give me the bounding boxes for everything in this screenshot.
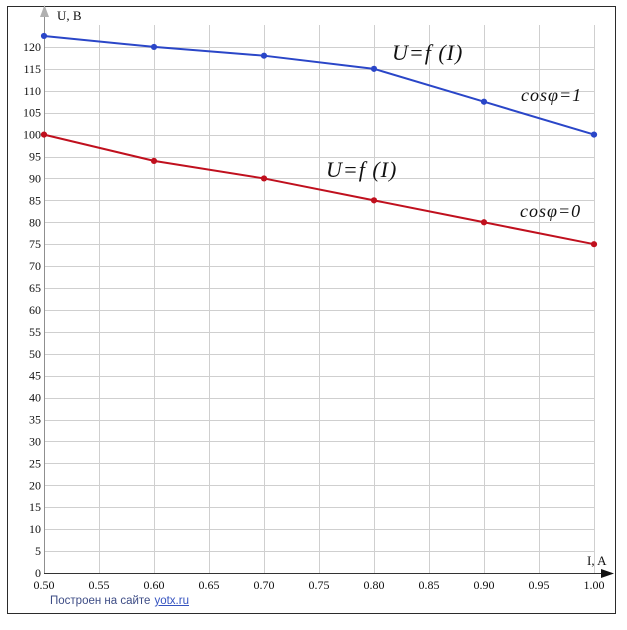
- data-point: [370, 197, 378, 204]
- blue-curve-equation-label: U=f (I): [392, 40, 464, 65]
- y-tick-label: 90: [29, 171, 41, 185]
- data-point: [40, 131, 48, 138]
- data-point: [260, 52, 268, 59]
- data-point: [480, 219, 488, 226]
- x-tick-label: 0.85: [419, 578, 440, 592]
- y-tick-label: 110: [23, 84, 41, 98]
- y-tick-label: 75: [29, 237, 41, 251]
- y-tick-label: 20: [29, 478, 41, 492]
- x-tick-label: 0.75: [309, 578, 330, 592]
- y-tick-label: 105: [23, 106, 41, 120]
- y-tick-label: 65: [29, 281, 41, 295]
- y-tick-label: 115: [23, 62, 41, 76]
- data-point: [370, 65, 378, 72]
- data-point: [480, 98, 488, 105]
- y-tick-label: 10: [29, 522, 41, 536]
- x-axis-arrow-icon: [601, 569, 614, 578]
- y-tick-label: 100: [23, 128, 41, 142]
- x-tick-label: 1.00: [584, 578, 605, 592]
- y-tick-label: 15: [29, 500, 41, 514]
- data-point: [150, 43, 158, 51]
- data-point: [40, 32, 48, 40]
- data-point: [590, 131, 598, 138]
- y-tick-label: 0: [35, 566, 41, 580]
- y-tick-label: 5: [35, 544, 41, 558]
- y-tick-label: 120: [23, 40, 41, 54]
- x-tick-label: 0.50: [34, 578, 55, 592]
- y-tick-label: 35: [29, 413, 41, 427]
- data-point: [150, 157, 158, 165]
- y-tick-label: 85: [29, 193, 41, 207]
- y-tick-label: 45: [29, 369, 41, 383]
- red-curve-equation-label: U=f (I): [326, 157, 398, 182]
- x-tick-label: 0.55: [89, 578, 110, 592]
- x-tick-label: 0.80: [364, 578, 385, 592]
- blue-curve-cos-phi-label: cosφ=1: [521, 85, 583, 105]
- y-axis-arrow-icon: [40, 5, 49, 17]
- data-point: [260, 175, 268, 182]
- gridlines: [44, 25, 595, 573]
- footer: Построен на сайте yotx.ru: [50, 595, 189, 607]
- y-tick-label: 25: [29, 456, 41, 470]
- series-cos0: [40, 131, 598, 248]
- x-tick-label: 0.65: [199, 578, 220, 592]
- series-cos1: [40, 32, 598, 138]
- x-tick-label: 0.90: [474, 578, 495, 592]
- footer-text: Построен на сайте: [50, 595, 151, 607]
- y-tick-label: 30: [29, 434, 41, 448]
- red-curve-cos-phi-label: cosφ=0: [520, 201, 582, 221]
- y-tick-label: 70: [29, 259, 41, 273]
- x-tick-label: 0.60: [144, 578, 165, 592]
- data-point: [590, 241, 598, 248]
- tick-labels: 0.50 0.55 0.60 0.65 0.70 0.75 0.80 0.85 0.90 0.95…: [23, 40, 605, 592]
- x-tick-label: 0.95: [529, 578, 550, 592]
- y-tick-label: 95: [29, 150, 41, 164]
- x-axis-unit-label: I, A: [587, 553, 607, 568]
- y-tick-label: 40: [29, 391, 41, 405]
- footer-site-link[interactable]: yotx.ru: [154, 595, 189, 607]
- y-tick-label: 55: [29, 325, 41, 339]
- y-axis-unit-label: U, B: [57, 8, 82, 23]
- y-tick-label: 80: [29, 215, 41, 229]
- y-tick-label: 60: [29, 303, 41, 317]
- x-tick-label: 0.70: [254, 578, 275, 592]
- y-tick-label: 50: [29, 347, 41, 361]
- axes: [40, 5, 614, 578]
